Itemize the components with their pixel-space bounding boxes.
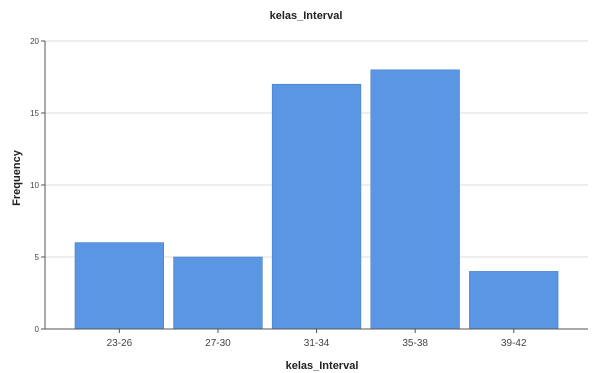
- bar-31-34: [271, 83, 362, 330]
- y-tick-labels: 0 5 10 15 20: [30, 37, 39, 334]
- x-tick-labels: 23-26 27-30 31-34 35-38 39-42: [107, 338, 527, 349]
- y-tick-label: 15: [30, 109, 39, 118]
- axes: [41, 40, 588, 333]
- bar-23-26: [74, 242, 164, 330]
- bar-27-30: [173, 256, 263, 330]
- x-tick-label: 31-34: [304, 338, 330, 349]
- x-tick-label: 23-26: [107, 338, 133, 349]
- y-tick-label: 20: [30, 37, 39, 46]
- y-tick-label: 10: [30, 181, 39, 190]
- y-axis-label: Frequency: [11, 149, 23, 206]
- y-tick-label: 0: [35, 325, 40, 334]
- bars: [74, 69, 559, 330]
- x-tick-label: 35-38: [402, 338, 428, 349]
- y-tick-label: 5: [35, 253, 40, 262]
- x-tick-label: 27-30: [205, 338, 231, 349]
- bar-39-42: [469, 271, 559, 330]
- x-axis-label: kelas_Interval: [286, 360, 359, 372]
- bar-35-38: [370, 69, 460, 330]
- chart-title: kelas_Interval: [270, 10, 343, 22]
- x-tick-label: 39-42: [501, 338, 527, 349]
